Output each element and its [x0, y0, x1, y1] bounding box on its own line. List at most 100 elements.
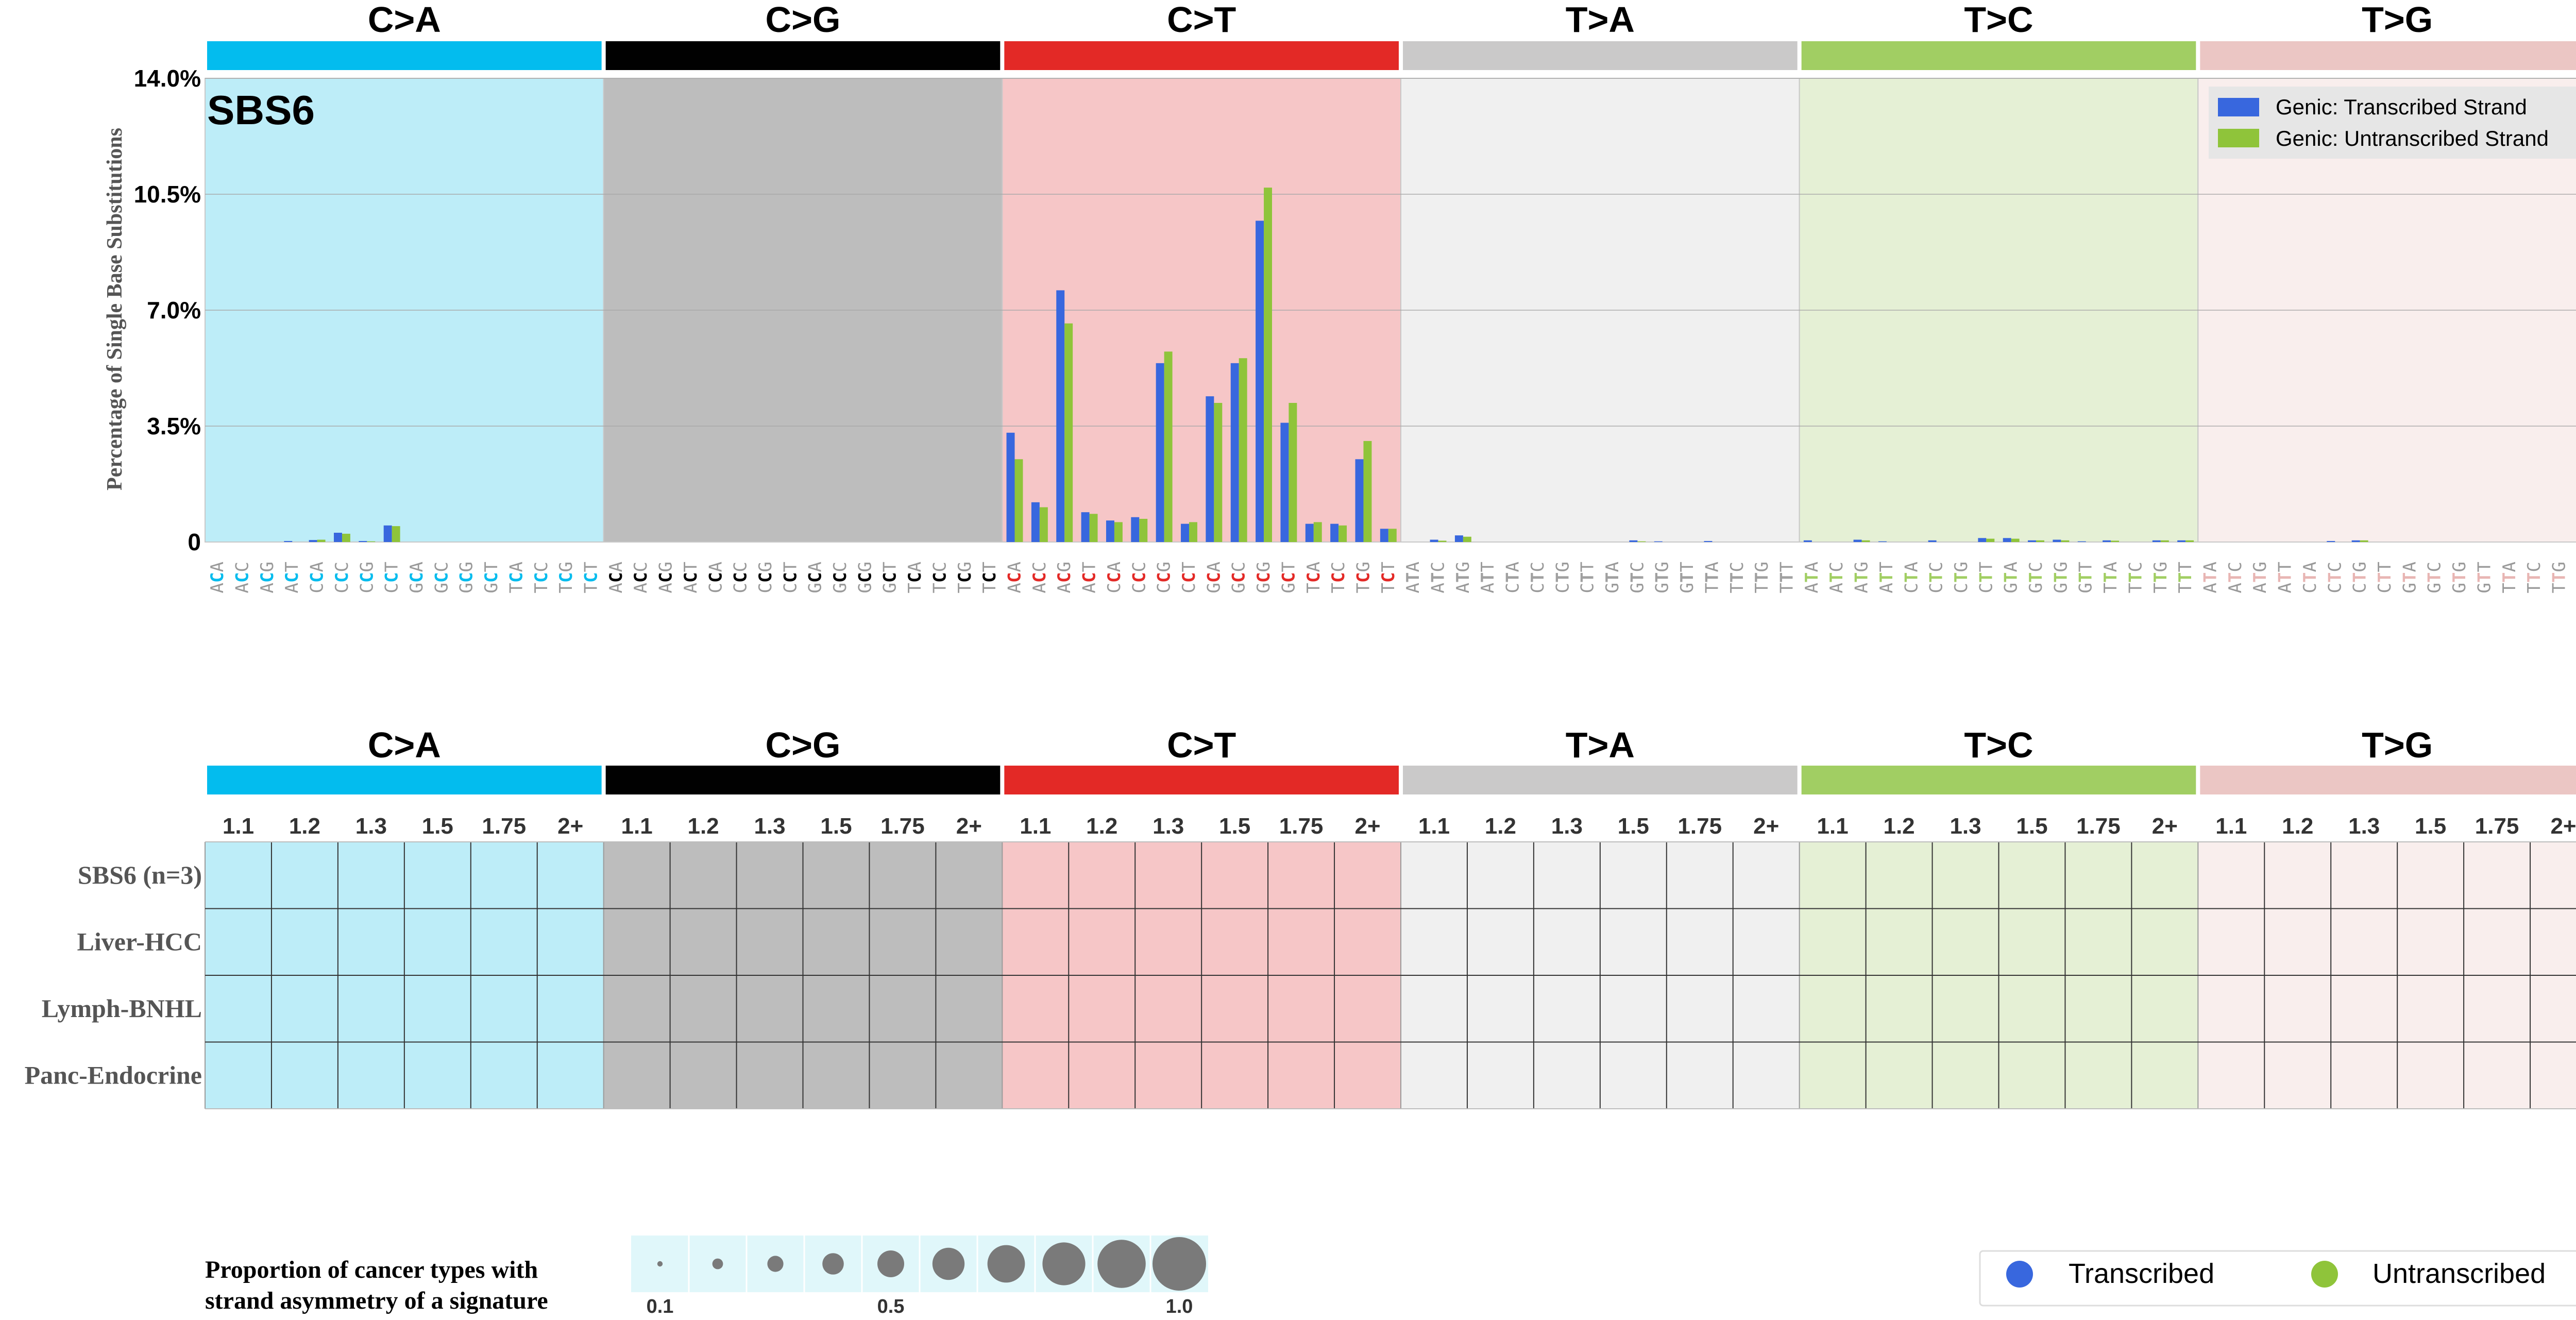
context-label: GTC [1627, 562, 1648, 593]
bar-transcribed [1803, 540, 1812, 542]
context-label: TTT [1776, 562, 1797, 593]
grid-row-labels: SBS6 (n=3) Liver-HCC Lymph-BNHL Panc-Endocr… [25, 860, 202, 1090]
context-label: CCT [382, 562, 402, 593]
chart-legend: Genic: Transcribed Strand Genic: Untrans… [2209, 87, 2576, 159]
context-label: TCA [1303, 562, 1324, 593]
grid-column-label: 1.5 [1219, 814, 1250, 839]
bar-transcribed [2003, 538, 2011, 542]
context-label: TCG [556, 562, 577, 593]
context-label: GCT [1278, 562, 1299, 593]
bar-untranscribed [1861, 540, 1870, 542]
grid-column-label: 2+ [2550, 814, 2576, 839]
bar-untranscribed [1637, 541, 1646, 542]
bar-transcribed [1330, 523, 1339, 542]
header-bar-ctot [1004, 41, 1399, 70]
context-label: CCA [1104, 562, 1125, 593]
grid-column-label: 1.2 [2282, 814, 2313, 839]
strand-legend-untranscribed-label: Untranscribed [2372, 1258, 2546, 1289]
context-label: ACT [681, 562, 701, 593]
y-tick-label: 14.0% [134, 65, 201, 92]
bar-untranscribed [1313, 522, 1322, 542]
grid-column-labels: 1.1 1.2 1.3 1.5 1.75 2+ 1.1 1.2 1.3 1.5 1.75 2+ 1.1 1… [223, 814, 2576, 839]
context-label: GCA [1204, 562, 1224, 593]
header-label-ctog: C>G [766, 0, 841, 40]
context-label: GTG [2050, 562, 2071, 593]
bar-untranscribed [1064, 323, 1073, 542]
bar-transcribed [1305, 523, 1314, 542]
grid-column-label: 1.2 [1086, 814, 1117, 839]
size-legend-dot [1153, 1237, 1206, 1291]
sbs6-strand-bar-chart: C>A C>G C>T T>A T>C T>G 0 3.5% 7.0% 10.5% 14.0% A… [103, 0, 2576, 593]
bar-untranscribed [2160, 540, 2169, 542]
context-label: GCC [830, 562, 851, 593]
context-label: CTT [1976, 562, 1996, 593]
grid-header-bar-ctoa [207, 766, 602, 794]
context-labels: ACAACCACGACTCCACCCCCGCCTGCAGCCGCGGCTTCAT… [207, 562, 2576, 593]
context-label: CCT [780, 562, 801, 593]
context-label: GTC [2425, 562, 2445, 593]
context-label: CTC [1926, 562, 1947, 593]
context-label: TCA [506, 562, 527, 593]
bar-transcribed [2351, 540, 2360, 542]
bar-untranscribed [1189, 522, 1197, 542]
grid-column-label: 1.75 [2475, 814, 2519, 839]
grid-header-bar-ttoa [1403, 766, 1798, 794]
context-label: ACA [207, 562, 228, 593]
grid-column-label: 1.5 [422, 814, 453, 839]
grid-column-label: 1.5 [820, 814, 852, 839]
bar-transcribed [309, 540, 317, 542]
context-label: TTC [1727, 562, 1748, 593]
y-tick-label: 7.0% [147, 297, 201, 324]
bar-untranscribed [1089, 514, 1098, 542]
grid-cells [205, 841, 2576, 1109]
bar-untranscribed [1338, 525, 1347, 542]
context-label: TTC [2125, 562, 2146, 593]
grid-row-label: Liver-HCC [77, 927, 202, 956]
context-label: TCT [1378, 562, 1399, 593]
context-label: TCG [1353, 562, 1374, 593]
context-label: TCG [955, 562, 975, 593]
grid-header-label-ctot: C>T [1167, 725, 1236, 765]
bar-transcribed [1006, 432, 1015, 542]
context-label: ACT [282, 562, 302, 593]
bar-transcribed [1928, 540, 1937, 542]
strand-legend-transcribed-label: Transcribed [2069, 1258, 2214, 1289]
grid-column-label: 1.1 [1418, 814, 1450, 839]
context-label: CTT [2375, 562, 2395, 593]
context-label: GTA [1602, 562, 1623, 593]
bar-transcribed [1280, 422, 1289, 542]
grid-row-label: SBS6 (n=3) [78, 860, 202, 889]
grid-column-label: 1.3 [754, 814, 785, 839]
bar-untranscribed [1986, 538, 1995, 542]
context-label: ATT [2275, 562, 2296, 593]
bar-untranscribed [2111, 540, 2120, 542]
bar-transcribed [1131, 517, 1140, 542]
grid-column-label: 1.2 [289, 814, 320, 839]
bar-transcribed [1206, 396, 1214, 542]
bar-untranscribed [1239, 358, 1247, 542]
y-gridlines [205, 78, 2576, 427]
bar-transcribed [2152, 540, 2161, 542]
context-label: ATA [1403, 562, 1423, 593]
context-label: TTT [2574, 562, 2576, 593]
bar-transcribed [1380, 529, 1388, 542]
grid-header-label-ctoa: C>A [368, 725, 441, 765]
context-label: GCG [456, 562, 477, 593]
context-label: ATA [1802, 562, 1822, 593]
bar-transcribed [1106, 520, 1114, 542]
context-label: CCC [332, 562, 352, 593]
context-label: CCG [1154, 562, 1175, 593]
grid-column-label: 1.1 [621, 814, 653, 839]
bar-transcribed [359, 541, 367, 542]
grid-column-label: 2+ [2152, 814, 2178, 839]
context-label: ATG [1852, 562, 1872, 593]
context-label: TCT [581, 562, 601, 593]
context-label: CTA [2300, 562, 2320, 593]
y-axis-label: Percentage of Single Base Substitutions [103, 128, 127, 490]
context-label: CTG [2350, 562, 2370, 593]
context-label: ACG [1054, 562, 1075, 593]
bar-untranscribed [2036, 540, 2044, 542]
y-axis-ticks: 0 3.5% 7.0% 10.5% 14.0% [134, 65, 201, 555]
bar-untranscribed [1463, 536, 1471, 542]
